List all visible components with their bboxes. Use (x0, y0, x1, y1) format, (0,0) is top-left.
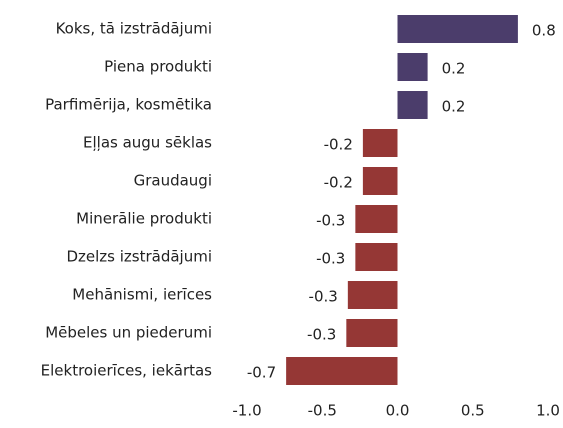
value-label: -0.2 (324, 174, 353, 192)
category-label: Mēbeles un piederumi (45, 324, 212, 342)
value-label: -0.7 (247, 364, 276, 382)
category-label: Koks, tā izstrādājumi (56, 20, 212, 38)
value-label: -0.3 (309, 288, 338, 306)
category-label: Parfimērija, kosmētika (45, 96, 212, 114)
category-label: Piena produkti (104, 58, 212, 76)
bar (397, 15, 518, 43)
value-label: -0.3 (307, 326, 336, 344)
value-label: -0.2 (324, 136, 353, 154)
x-tick-label: 1.0 (536, 402, 560, 420)
bar (355, 243, 398, 271)
bar (362, 167, 398, 195)
bar (397, 91, 428, 119)
value-label: 0.8 (532, 22, 556, 40)
category-label: Eļļas augu sēklas (83, 134, 212, 152)
bar (397, 53, 428, 81)
value-label: -0.3 (316, 212, 345, 230)
category-label: Mehānismi, ierīces (72, 286, 212, 304)
value-label: -0.3 (316, 250, 345, 268)
bar (362, 129, 398, 157)
bar (355, 205, 398, 233)
category-label: Elektroierīces, iekārtas (41, 362, 213, 380)
category-label: Minerālie produkti (76, 210, 212, 228)
x-tick-label: 0.0 (386, 402, 410, 420)
x-tick-label: -1.0 (232, 402, 261, 420)
value-label: 0.2 (442, 98, 466, 116)
bar (346, 319, 398, 347)
category-label: Dzelzs izstrādājumi (66, 248, 212, 266)
x-tick-label: 0.5 (461, 402, 485, 420)
bar (347, 281, 398, 309)
value-label: 0.2 (442, 60, 466, 78)
bar (286, 357, 398, 385)
category-label: Graudaugi (134, 172, 212, 190)
x-tick-label: -0.5 (308, 402, 337, 420)
